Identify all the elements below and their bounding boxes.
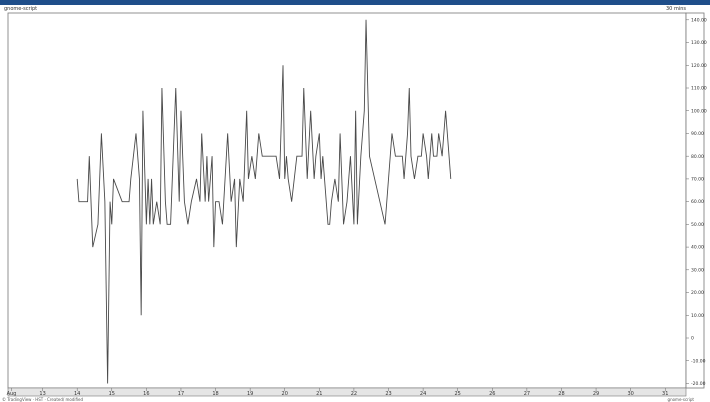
y-tick-label: -10.00 [691, 358, 706, 364]
y-tick-label: 70.00 [691, 177, 704, 183]
chart-axes: -20.00 -10.00 0 10.00 20.00 30.00 40.00 50.00 60… [7, 12, 707, 397]
x-tick-label: 13 [39, 391, 45, 397]
x-tick-label: 20 [282, 391, 288, 397]
y-tick-label: 100.00 [691, 108, 707, 114]
data-series [76, 19, 452, 384]
y-tick-label: 20.00 [691, 290, 704, 296]
x-tick-label: 18 [212, 391, 218, 397]
x-tick-label: 16 [143, 391, 149, 397]
x-tick-label: 22 [351, 391, 357, 397]
x-tick-label: 25 [455, 391, 461, 397]
x-tick-label: 17 [178, 391, 184, 397]
y-tick-label: 120.00 [691, 63, 707, 69]
window-top-bar [0, 0, 710, 5]
chart-header-left: gnome-script [4, 6, 38, 12]
y-tick-label: 140.00 [691, 17, 707, 23]
y-tick-label: 50.00 [691, 222, 704, 228]
x-axis-strip [7, 387, 687, 397]
series-line [76, 19, 452, 384]
x-tick-label: 27 [524, 391, 530, 397]
footer-right-note: gnome-script [667, 397, 694, 402]
x-tick-label: 29 [593, 391, 599, 397]
x-tick-label: 21 [316, 391, 322, 397]
y-axis-strip [685, 12, 705, 389]
footer-left-note: © TradingView · HST · Created/ modified [2, 397, 84, 402]
y-tick-label: 0 [691, 336, 694, 342]
x-tick-label: 30 [627, 391, 633, 397]
x-tick-label: 15 [109, 391, 115, 397]
y-tick-label: 80.00 [691, 154, 704, 160]
x-tick-label: 14 [74, 391, 80, 397]
y-tick-label: 130.00 [691, 40, 707, 46]
y-tick-label: 110.00 [691, 86, 707, 92]
y-tick-label: 60.00 [691, 199, 704, 205]
y-tick-label: 30.00 [691, 267, 704, 273]
x-tick-label: 26 [489, 391, 495, 397]
x-tick-label: 23 [385, 391, 391, 397]
y-tick-label: 10.00 [691, 313, 704, 319]
x-tick-label: Aug [7, 391, 17, 397]
y-tick-label: 40.00 [691, 245, 704, 251]
y-tick-label: -20.00 [691, 381, 706, 387]
x-tick-label: 28 [558, 391, 564, 397]
y-tick-label: 90.00 [691, 131, 704, 137]
x-tick-label: 31 [662, 391, 668, 397]
chart-header-right: 30 mins [666, 6, 686, 12]
chart-frame [0, 5, 710, 402]
x-tick-label: 24 [420, 391, 426, 397]
x-tick-label: 19 [247, 391, 253, 397]
